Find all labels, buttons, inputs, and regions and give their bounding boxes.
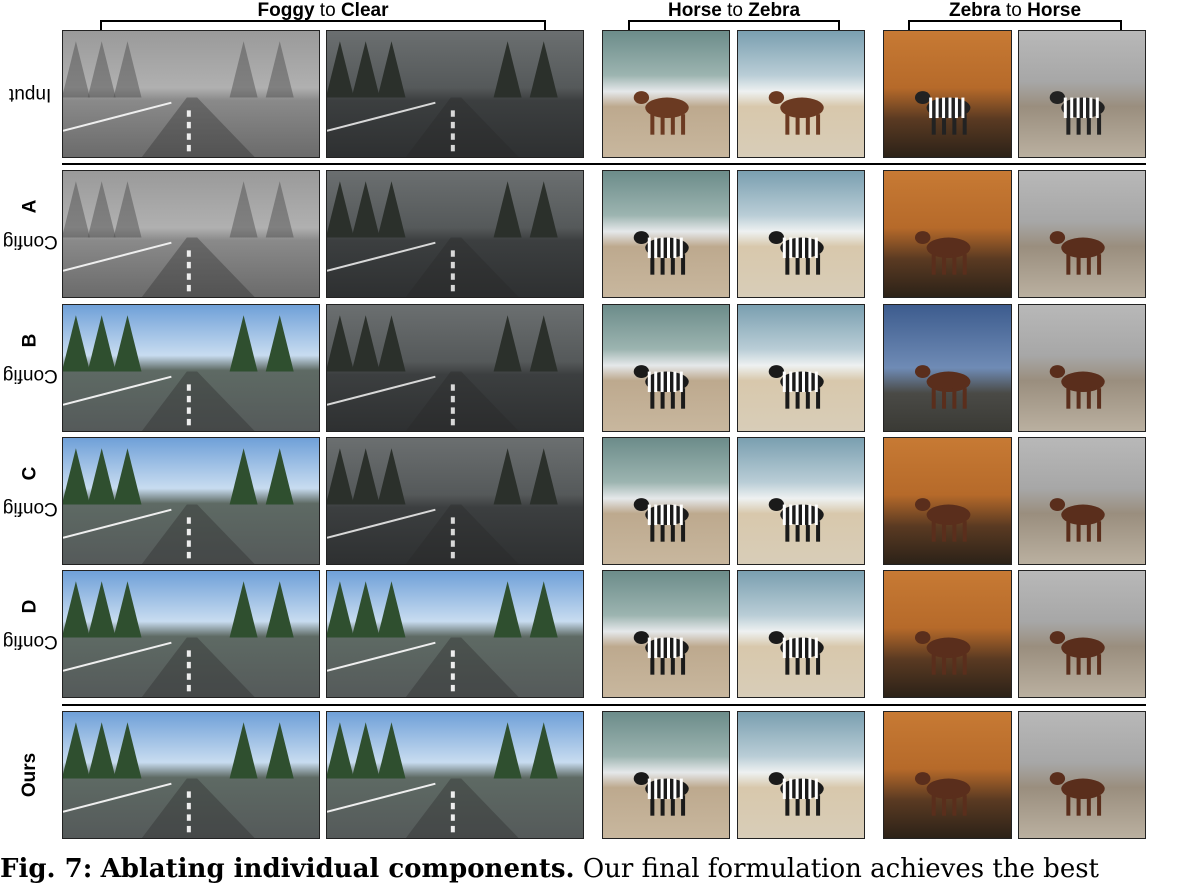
image-input-horse-2 <box>737 30 865 158</box>
row-label-config-b: Config B <box>2 333 58 386</box>
image-config-d-horse-1 <box>602 570 730 698</box>
image-input-foggy-2 <box>326 30 584 158</box>
caption-title: Ablating individual components. <box>100 854 575 884</box>
image-config-c-zebra-2 <box>1018 437 1146 565</box>
row-label-config-d: Config D <box>2 599 58 652</box>
group-header-zebra-to-horse: Zebra to Horse <box>908 0 1122 30</box>
row-separator-bottom <box>62 704 1146 706</box>
image-config-c-horse-1 <box>602 437 730 565</box>
image-config-d-zebra-2 <box>1018 570 1146 698</box>
group-title: Horse to Zebra <box>628 0 840 22</box>
image-config-c-horse-2 <box>737 437 865 565</box>
image-input-foggy-1 <box>62 30 320 158</box>
image-input-zebra-2 <box>1018 30 1146 158</box>
group-header-foggy-to-clear: Foggy to Clear <box>100 0 546 30</box>
group-title: Foggy to Clear <box>100 0 546 22</box>
image-config-d-zebra-1 <box>883 570 1012 698</box>
image-config-d-foggy-2 <box>326 570 584 698</box>
group-to: Horse <box>1027 0 1082 21</box>
image-config-b-foggy-2 <box>326 304 584 432</box>
image-config-d-horse-2 <box>737 570 865 698</box>
row-label-config-a: Config A <box>2 199 58 252</box>
group-bracket <box>100 20 546 30</box>
caption-text: Our final formulation achieves the best <box>582 854 1100 884</box>
group-from: Zebra <box>948 0 1001 21</box>
row-label-config-c: Config C <box>2 466 58 519</box>
image-config-a-zebra-1 <box>883 170 1012 298</box>
group-from: Horse <box>667 0 722 21</box>
image-config-b-zebra-1 <box>883 304 1012 432</box>
image-config-b-foggy-1 <box>62 304 320 432</box>
image-ours-zebra-2 <box>1018 711 1146 839</box>
group-bracket <box>628 20 840 30</box>
group-connector: to <box>1006 0 1022 21</box>
image-config-a-horse-2 <box>737 170 865 298</box>
image-config-d-foggy-1 <box>62 570 320 698</box>
image-config-a-zebra-2 <box>1018 170 1146 298</box>
image-config-a-foggy-2 <box>326 170 584 298</box>
group-bracket <box>908 20 1122 30</box>
figure-caption: Fig. 7: Ablating individual components. … <box>0 850 1193 889</box>
image-input-horse-1 <box>602 30 730 158</box>
image-config-b-horse-1 <box>602 304 730 432</box>
image-config-c-foggy-1 <box>62 437 320 565</box>
caption-label: Fig. 7: <box>0 854 93 884</box>
image-ours-horse-1 <box>602 711 730 839</box>
image-config-c-zebra-1 <box>883 437 1012 565</box>
group-from: Foggy <box>257 0 315 21</box>
group-header-horse-to-zebra: Horse to Zebra <box>628 0 840 30</box>
group-connector: to <box>727 0 743 21</box>
row-separator-top <box>62 163 1146 165</box>
image-ours-zebra-1 <box>883 711 1012 839</box>
image-ours-foggy-1 <box>62 711 320 839</box>
image-ours-foggy-2 <box>326 711 584 839</box>
image-input-zebra-1 <box>883 30 1012 158</box>
row-label-ours: Ours <box>18 752 40 798</box>
image-config-b-horse-2 <box>737 304 865 432</box>
image-ours-horse-2 <box>737 711 865 839</box>
image-config-a-foggy-1 <box>62 170 320 298</box>
group-to: Zebra <box>748 0 801 21</box>
row-label-input: Input <box>8 84 52 105</box>
image-config-b-zebra-2 <box>1018 304 1146 432</box>
group-title: Zebra to Horse <box>908 0 1122 22</box>
group-to: Clear <box>340 0 389 21</box>
image-config-a-horse-1 <box>602 170 730 298</box>
image-config-c-foggy-2 <box>326 437 584 565</box>
group-connector: to <box>319 0 336 21</box>
